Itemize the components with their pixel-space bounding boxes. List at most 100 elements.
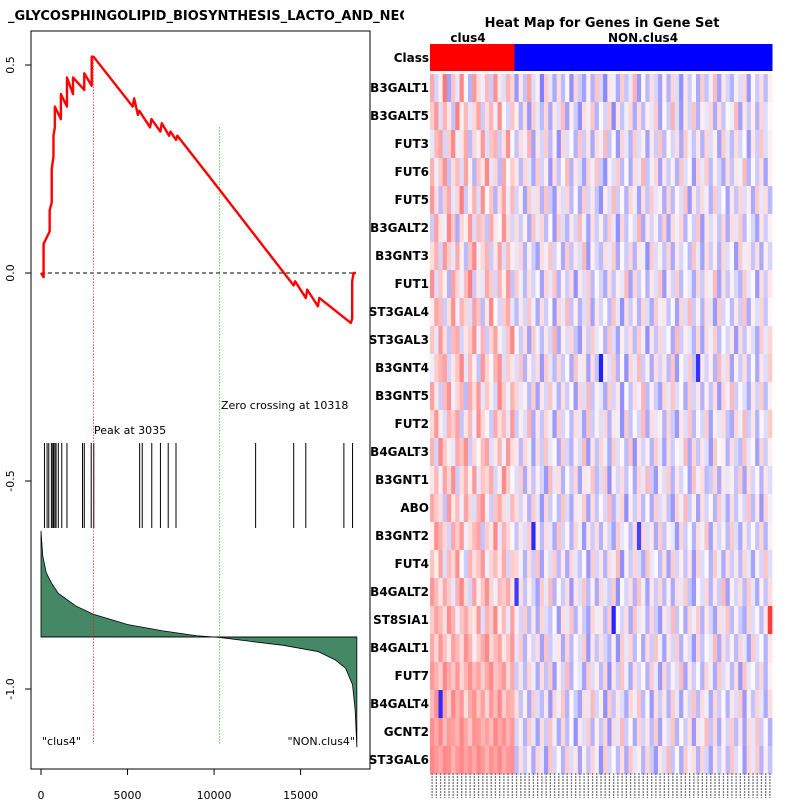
heat-cell xyxy=(455,718,460,747)
heat-cell xyxy=(569,102,574,131)
heat-cell xyxy=(624,102,629,131)
heat-cell xyxy=(704,102,710,131)
heat-cell xyxy=(484,550,490,579)
y-tick-label: 0.0 xyxy=(4,264,17,282)
heat-cell xyxy=(518,298,524,327)
heat-cell xyxy=(577,102,583,131)
heat-cell xyxy=(442,746,448,775)
heat-cell xyxy=(552,130,558,159)
heat-cell xyxy=(577,466,583,495)
heat-cell xyxy=(539,354,545,383)
heat-cell xyxy=(653,130,659,159)
heat-cell xyxy=(683,690,688,719)
heat-cell xyxy=(522,130,528,159)
heat-cell xyxy=(493,606,498,635)
heat-cell xyxy=(641,606,646,635)
heat-cell xyxy=(700,746,705,775)
heat-cell xyxy=(573,102,579,131)
heat-cell xyxy=(472,186,477,215)
heat-cell xyxy=(438,270,444,299)
heat-cell xyxy=(590,298,596,327)
heat-cell xyxy=(641,242,646,271)
heat-cell xyxy=(472,578,477,607)
heat-cell xyxy=(683,270,688,299)
heat-cell xyxy=(548,438,553,467)
heat-cell xyxy=(506,522,511,551)
heat-cell xyxy=(746,242,752,271)
heat-cell xyxy=(708,382,714,411)
running-es xyxy=(39,55,356,325)
heat-cell xyxy=(712,606,718,635)
heat-cell xyxy=(489,102,494,131)
heat-cell xyxy=(556,578,562,607)
heat-cell xyxy=(535,606,541,635)
heat-cell xyxy=(569,382,574,411)
heat-cell xyxy=(531,606,536,635)
heat-cell xyxy=(442,186,448,215)
heat-cell xyxy=(763,214,769,243)
heat-cell xyxy=(649,494,655,523)
heat-cell xyxy=(742,130,748,159)
heat-cell xyxy=(666,494,672,523)
heat-cell xyxy=(755,354,760,383)
heat-cell xyxy=(611,522,617,551)
heat-cell xyxy=(590,382,596,411)
heat-cell xyxy=(590,606,596,635)
heat-cell xyxy=(674,242,680,271)
heat-cell xyxy=(759,242,764,271)
heat-cell xyxy=(645,690,650,719)
heat-cell xyxy=(624,326,629,355)
heat-cell xyxy=(577,578,583,607)
heat-cell xyxy=(484,494,490,523)
heat-cell xyxy=(480,102,486,131)
heat-cell xyxy=(480,522,486,551)
heat-cell xyxy=(480,298,486,327)
heat-cell xyxy=(497,522,503,551)
heat-cell xyxy=(628,326,634,355)
heat-cell xyxy=(641,718,646,747)
heat-cell xyxy=(438,214,444,243)
heat-cell xyxy=(556,130,562,159)
heat-cell xyxy=(463,74,469,103)
heat-cell xyxy=(577,74,583,103)
heat-cell xyxy=(586,186,591,215)
heat-cell xyxy=(734,326,739,355)
heat-cell xyxy=(489,298,494,327)
heat-cell xyxy=(522,326,528,355)
heat-cell xyxy=(531,270,536,299)
heat-cell xyxy=(645,578,650,607)
heat-cell xyxy=(615,158,621,187)
heat-cell xyxy=(670,102,676,131)
heat-cell xyxy=(582,74,587,103)
heat-cell xyxy=(700,466,705,495)
heat-cell xyxy=(624,438,629,467)
heat-cell xyxy=(611,606,617,635)
heat-cell xyxy=(480,578,486,607)
heat-cell xyxy=(463,690,469,719)
heat-cell xyxy=(700,634,705,663)
heat-cell xyxy=(674,550,680,579)
heat-cell xyxy=(738,158,743,187)
gene-label: FUT1 xyxy=(395,277,429,291)
heat-cell xyxy=(552,326,558,355)
heat-cell xyxy=(489,662,494,691)
heat-cell xyxy=(636,410,642,439)
heat-cell xyxy=(539,662,545,691)
heat-cell xyxy=(738,354,743,383)
heat-cell xyxy=(506,298,511,327)
heat-cell xyxy=(674,746,680,775)
heat-cell xyxy=(455,522,460,551)
heat-cell xyxy=(653,550,659,579)
heat-cell xyxy=(628,298,634,327)
heat-cell xyxy=(463,298,469,327)
heat-cell xyxy=(430,578,435,607)
heat-cell xyxy=(506,410,511,439)
heat-cell xyxy=(548,634,553,663)
heat-cell xyxy=(628,494,634,523)
heat-cell xyxy=(767,410,773,439)
heat-cell xyxy=(480,438,486,467)
heat-cell xyxy=(434,158,439,187)
heat-cell xyxy=(514,186,520,215)
heat-cell xyxy=(476,522,482,551)
heat-cell xyxy=(455,634,460,663)
